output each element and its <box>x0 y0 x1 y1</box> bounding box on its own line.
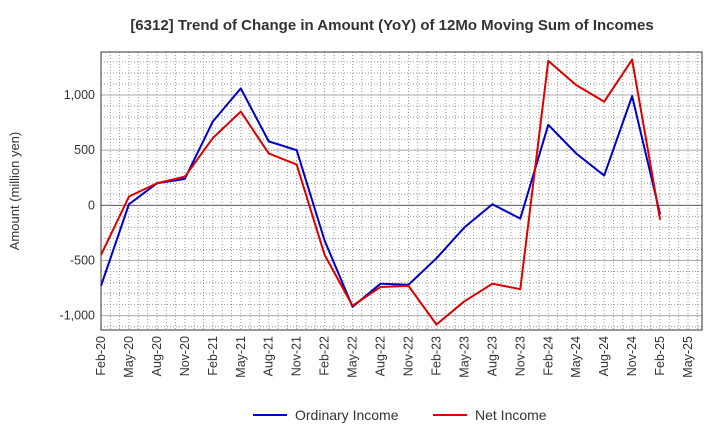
x-tick-label: Feb-23 <box>429 336 443 376</box>
x-tick-label: Aug-22 <box>374 336 388 376</box>
plot-area <box>100 51 703 331</box>
x-tick-label: Feb-25 <box>653 336 667 376</box>
legend: Ordinary Income Net Income <box>253 407 547 423</box>
horizontal-gridlines <box>101 61 702 328</box>
x-tick-label: Aug-21 <box>262 336 276 376</box>
x-tick-label: May-25 <box>681 336 695 378</box>
x-tick-label: Nov-22 <box>401 336 415 376</box>
plot-background <box>101 52 702 330</box>
chart-title: [6312] Trend of Change in Amount (YoY) o… <box>130 17 653 34</box>
x-tick-label: Feb-21 <box>206 336 220 376</box>
y-axis-label: Amount (million yen) <box>7 132 22 251</box>
x-tick-label: Feb-24 <box>541 336 555 376</box>
legend-label: Net Income <box>475 407 547 423</box>
y-tick-label: -1,000 <box>60 309 95 323</box>
y-tick-label: 0 <box>88 198 95 212</box>
x-axis-ticks: Feb-20 May-20 Aug-20 Nov-20 Feb-21 May-21 Aug-… <box>94 336 695 378</box>
x-tick-label: Nov-21 <box>290 336 304 376</box>
y-axis-ticks: 1,000 500 0 -500 -1,000 <box>60 88 96 323</box>
y-tick-label: 500 <box>74 143 95 157</box>
series-line-ordinary-income <box>100 87 662 308</box>
x-tick-label: Nov-24 <box>625 336 639 376</box>
vertical-gridlines <box>100 52 698 330</box>
x-tick-label: Aug-24 <box>597 336 611 376</box>
legend-label: Ordinary Income <box>295 407 399 423</box>
plot-frame <box>100 51 703 331</box>
series-lines <box>100 58 662 326</box>
x-tick-label: May-22 <box>346 336 360 378</box>
series-line-net-income <box>100 58 662 326</box>
y-tick-label: -500 <box>70 254 95 268</box>
x-tick-label: Aug-23 <box>485 336 499 376</box>
x-tick-label: May-20 <box>122 336 136 378</box>
x-tick-label: Feb-20 <box>94 336 108 376</box>
x-tick-label: Feb-22 <box>318 336 332 376</box>
x-tick-label: May-21 <box>234 336 248 378</box>
x-tick-label: Nov-20 <box>178 336 192 376</box>
x-tick-label: Nov-23 <box>513 336 527 376</box>
x-tick-label: May-23 <box>457 336 471 378</box>
x-tick-label: Aug-20 <box>150 336 164 376</box>
y-tick-label: 1,000 <box>64 88 95 102</box>
x-tick-label: May-24 <box>569 336 583 378</box>
